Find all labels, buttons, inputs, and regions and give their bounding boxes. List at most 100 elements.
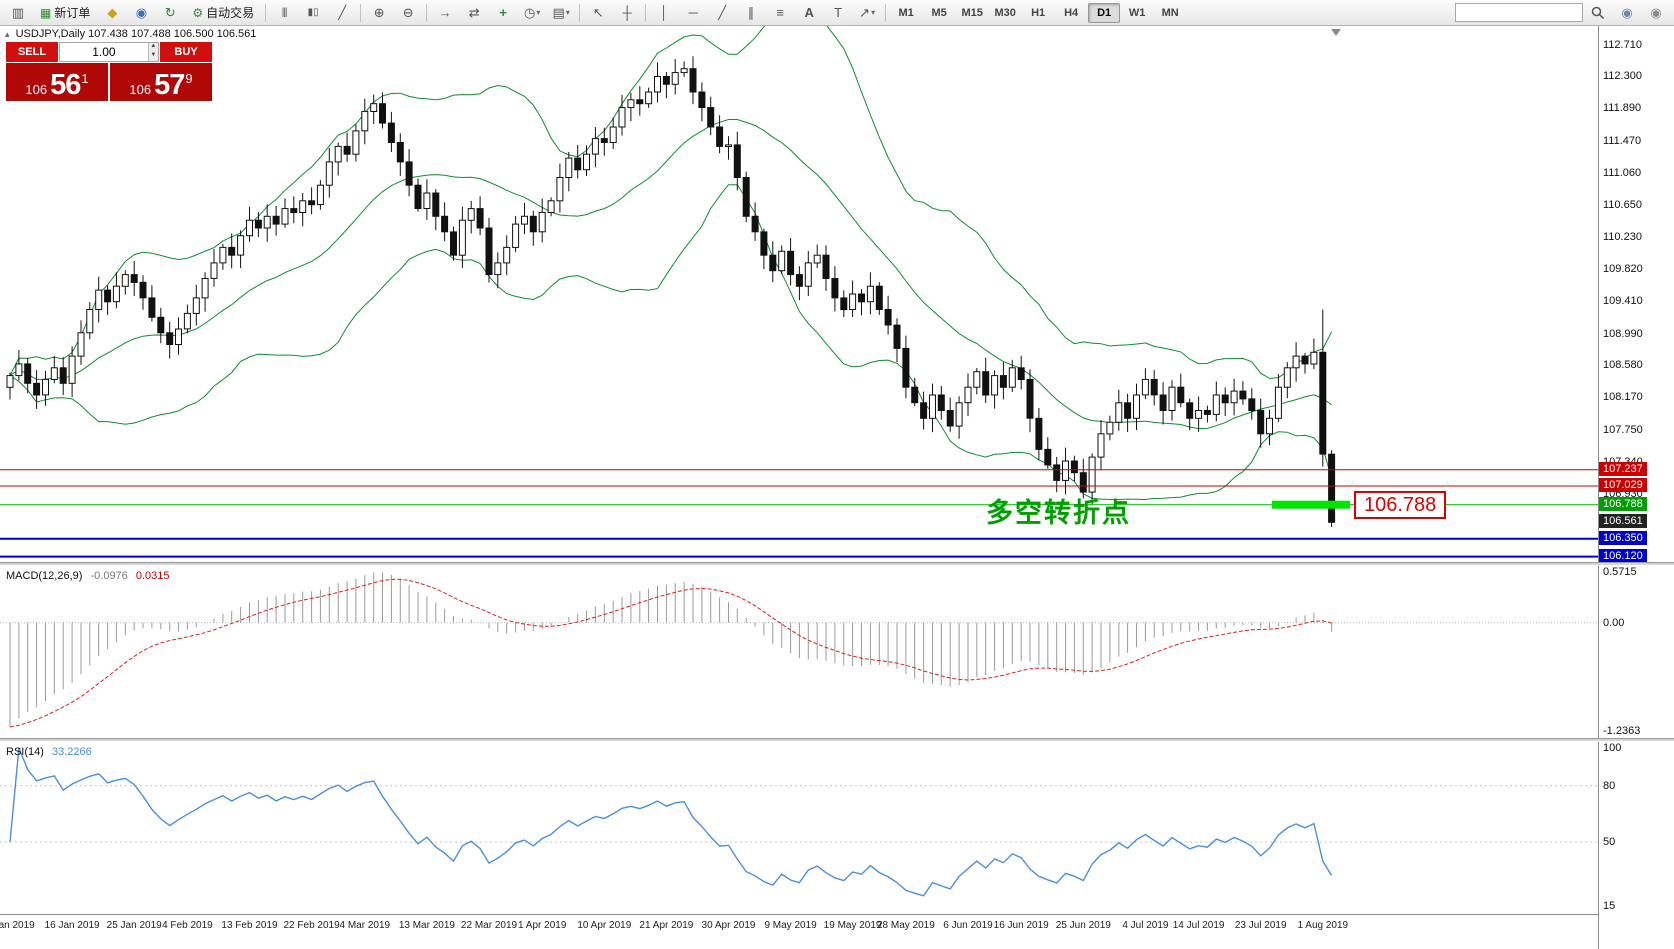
tf-m1-button[interactable]: M1 — [898, 6, 914, 19]
svg-text:10 Apr 2019: 10 Apr 2019 — [577, 920, 631, 931]
templates-icon[interactable]: ▤ ▾ — [552, 4, 570, 20]
buy-price-box[interactable]: 106 57 9 — [110, 63, 212, 101]
zoom-out-icon[interactable]: ⊖ — [402, 4, 414, 20]
price-badge: 107.237 — [1599, 461, 1647, 476]
macd-scale-zero: 0.00 — [1603, 616, 1625, 629]
macd-scale-min: -1.2363 — [1603, 725, 1641, 737]
user-icon[interactable]: ◉ — [1650, 4, 1662, 20]
sell-price-box[interactable]: 106 56 1 — [6, 63, 108, 101]
fibonacci-icon[interactable]: ≡ — [776, 5, 784, 20]
crosshair-icon[interactable]: ┼ — [622, 5, 632, 20]
symbol-label: USDJPY,Daily — [15, 28, 86, 40]
panel-divider[interactable] — [0, 738, 1674, 742]
macd-signal-value: 0.0315 — [135, 570, 170, 582]
panel-divider[interactable] — [0, 562, 1674, 566]
toolbar-separator — [360, 3, 362, 22]
tf-h1-button[interactable]: H1 — [1031, 6, 1046, 19]
price-level-label[interactable]: 106.788 — [1354, 490, 1447, 519]
zoom-in-icon[interactable]: ⊕ — [373, 4, 385, 20]
svg-text:16 Jan 2019: 16 Jan 2019 — [45, 920, 100, 931]
line-chart-icon[interactable]: ╱ — [338, 4, 347, 20]
svg-text:4 Feb 2019: 4 Feb 2019 — [162, 920, 213, 931]
tf-m15-button[interactable]: M15 — [961, 6, 983, 19]
tf-w1-button[interactable]: W1 — [1128, 6, 1146, 19]
svg-text:4 Mar 2019: 4 Mar 2019 — [340, 920, 391, 931]
axis-tick: 111.470 — [1603, 134, 1642, 147]
tf-mn-button[interactable]: MN — [1161, 6, 1179, 19]
price-badge: 106.561 — [1599, 514, 1647, 529]
auto-scroll-icon[interactable]: → — [438, 5, 452, 20]
search-input[interactable] — [1455, 3, 1583, 22]
rsi-label: RSI(14) 33.2266 — [6, 746, 92, 758]
price-badge: 106.120 — [1599, 548, 1647, 563]
buy-price-small: 106 — [129, 82, 152, 97]
axis-tick: 108.170 — [1603, 391, 1643, 404]
chart-shift-icon[interactable]: ⇄ — [468, 4, 480, 20]
channel-icon[interactable]: ∥ — [747, 4, 755, 20]
new-chart-icon[interactable]: ▥ — [11, 4, 25, 20]
auto-trading-button[interactable]: ⚙ 自动交易 — [185, 2, 261, 24]
toolbar-separator — [426, 3, 428, 22]
svg-text:21 Apr 2019: 21 Apr 2019 — [639, 920, 693, 931]
community-icon[interactable]: ◉ — [135, 4, 148, 20]
refresh-icon[interactable]: ↻ — [164, 4, 176, 20]
horizontal-line-icon[interactable]: ─ — [688, 5, 698, 20]
search-icon[interactable] — [1584, 2, 1612, 24]
toolbar-separator — [885, 3, 887, 22]
axis-tick: 110.230 — [1603, 231, 1642, 244]
tf-m5-button[interactable]: M5 — [931, 6, 947, 19]
rsi-panel[interactable] — [0, 742, 1598, 914]
macd-label: MACD(12,26,9) -0.0976 0.0315 — [6, 570, 170, 582]
axis-tick: 108.990 — [1603, 327, 1643, 340]
new-order-button[interactable]: ▦ 新订单 — [33, 2, 97, 24]
chart-header: ▴ USDJPY,Daily 107.438 107.488 106.500 1… — [5, 28, 256, 40]
robot-icon: ⚙ — [192, 5, 204, 20]
arrows-icon[interactable]: ↗ ▾ — [859, 4, 876, 20]
volume-up-icon[interactable]: ▲ — [147, 43, 158, 52]
tf-m30-button[interactable]: M30 — [994, 6, 1016, 19]
svg-text:22 Feb 2019: 22 Feb 2019 — [284, 920, 341, 931]
axis-tick: 112.710 — [1603, 38, 1642, 51]
sell-price-sup: 1 — [81, 71, 89, 86]
mql5-icon[interactable]: ◉ — [1621, 4, 1633, 20]
volume-down-icon[interactable]: ▼ — [147, 52, 158, 61]
tf-h4-button[interactable]: H4 — [1064, 6, 1079, 19]
sell-button[interactable]: SELL — [6, 42, 58, 62]
svg-text:30 Apr 2019: 30 Apr 2019 — [702, 920, 756, 931]
svg-text:13 Feb 2019: 13 Feb 2019 — [221, 920, 278, 931]
price-axis: 112.710 112.300 111.890 111.470 111.060 110.6… — [1598, 26, 1674, 949]
text-icon[interactable]: A — [804, 5, 814, 20]
cursor-icon[interactable]: ↖ — [592, 4, 604, 20]
new-order-label: 新订单 — [54, 6, 91, 20]
axis-tick: 112.300 — [1603, 70, 1642, 83]
axis-tick: 107.750 — [1603, 423, 1643, 436]
periods-icon[interactable]: ◷ ▾ — [523, 4, 541, 20]
axis-tick: 110.650 — [1603, 198, 1642, 211]
svg-text:4 Jul 2019: 4 Jul 2019 — [1122, 920, 1169, 931]
trendline-icon[interactable]: ╱ — [718, 4, 727, 20]
vertical-line-icon[interactable]: │ — [660, 5, 669, 20]
candlestick-chart-icon[interactable]: ▮▯ — [307, 7, 319, 18]
buy-price-sup: 9 — [185, 71, 193, 86]
svg-text:28 May 2019: 28 May 2019 — [877, 920, 935, 931]
one-click-collapse-arrow[interactable]: ▴ — [5, 29, 10, 39]
chart-annotation[interactable]: 多空转折点 — [986, 497, 1131, 528]
one-click-trading-panel: SELL ▲ ▼ BUY 106 56 1 106 — [6, 42, 212, 101]
hammer-icon[interactable]: ◆ — [107, 4, 118, 20]
volume-input[interactable] — [60, 43, 148, 61]
bar-chart-icon[interactable]: ||| — [281, 7, 288, 18]
svg-text:1 Apr 2019: 1 Apr 2019 — [518, 920, 567, 931]
buy-button[interactable]: BUY — [160, 42, 212, 62]
tf-d1-button[interactable]: D1 — [1088, 2, 1121, 23]
svg-text:9 May 2019: 9 May 2019 — [764, 920, 817, 931]
price-badge: 106.788 — [1599, 496, 1647, 511]
price-chart-canvas[interactable] — [0, 5, 1598, 562]
text-label-icon[interactable]: T — [834, 5, 843, 20]
macd-name: MACD(12,26,9) — [6, 570, 83, 582]
indicators-icon[interactable]: + — [499, 5, 507, 20]
macd-panel[interactable] — [0, 566, 1598, 738]
auto-trading-label: 自动交易 — [206, 6, 255, 20]
